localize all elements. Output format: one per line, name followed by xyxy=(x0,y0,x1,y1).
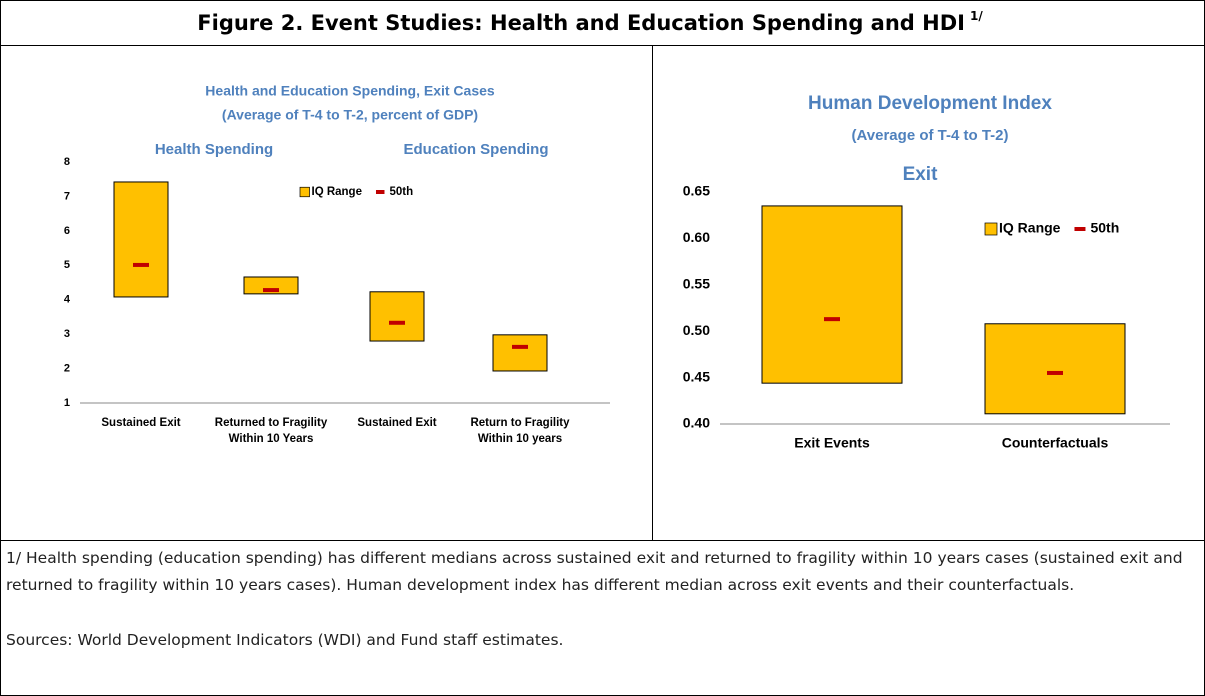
y-tick-label: 7 xyxy=(64,190,70,202)
x-tick-label: Return to Fragility xyxy=(470,417,570,429)
legend-label: 50th xyxy=(389,186,413,198)
title-note: 1/ xyxy=(970,9,983,23)
panel-label: Education Spending xyxy=(404,141,549,158)
median-mark xyxy=(824,317,840,322)
iq-range-bar xyxy=(369,291,425,342)
y-tick-label: 0.55 xyxy=(683,276,710,292)
x-tick-label: Counterfactuals xyxy=(1002,435,1109,451)
y-tick-label: 6 xyxy=(64,225,70,237)
panel-label: Health Spending xyxy=(155,141,273,158)
y-tick-label: 0.40 xyxy=(683,415,710,431)
iq-range-bar xyxy=(984,323,1126,415)
legend-swatch xyxy=(299,186,310,198)
footnote: 1/ Health spending (education spending) … xyxy=(6,549,1183,594)
chart-title: (Average of T-4 to T-2, percent of GDP) xyxy=(222,107,478,123)
panel-label: Exit xyxy=(903,164,939,185)
y-tick-label: 4 xyxy=(64,294,71,306)
legend-label: IQ Range xyxy=(312,186,362,198)
y-tick-label: 3 xyxy=(64,328,70,340)
median-mark xyxy=(389,320,405,325)
median-mark xyxy=(263,288,279,293)
x-tick-label: Exit Events xyxy=(794,435,870,451)
iq-range-bar xyxy=(243,276,299,295)
legend-swatch xyxy=(984,222,998,236)
y-tick-label: 0.60 xyxy=(683,229,710,245)
x-tick-label: Returned to Fragility xyxy=(215,417,328,429)
iq-range-bar xyxy=(492,334,548,372)
chart-title: Human Development Index xyxy=(808,93,1052,114)
x-tick-label: Within 10 years xyxy=(478,433,562,445)
iq-range-bar xyxy=(113,181,169,298)
x-tick-label: Sustained Exit xyxy=(357,417,436,429)
y-tick-label: 0.65 xyxy=(683,183,710,199)
median-mark xyxy=(133,262,149,267)
x-tick-label: Sustained Exit xyxy=(101,417,180,429)
legend-label: 50th xyxy=(1090,220,1119,236)
y-tick-label: 8 xyxy=(64,156,70,168)
median-mark xyxy=(512,344,528,349)
title-text: Figure 2. Event Studies: Health and Educ… xyxy=(197,11,965,35)
y-tick-label: 2 xyxy=(64,362,70,374)
y-tick-label: 1 xyxy=(64,397,70,409)
y-tick-label: 0.50 xyxy=(683,322,710,338)
y-tick-label: 5 xyxy=(64,259,70,271)
iq-range-bar xyxy=(761,205,903,384)
y-tick-label: 0.45 xyxy=(683,368,710,384)
chart-title: (Average of T-4 to T-2) xyxy=(852,127,1009,144)
figure-title: Figure 2. Event Studies: Health and Educ… xyxy=(197,9,983,36)
source: Sources: World Development Indicators (W… xyxy=(6,631,564,649)
legend-label: IQ Range xyxy=(999,220,1061,236)
legend-swatch xyxy=(1074,227,1086,231)
median-mark xyxy=(1047,370,1063,375)
chart-title: Health and Education Spending, Exit Case… xyxy=(205,83,495,99)
x-tick-label: Within 10 Years xyxy=(229,433,314,445)
legend-swatch xyxy=(375,190,385,194)
